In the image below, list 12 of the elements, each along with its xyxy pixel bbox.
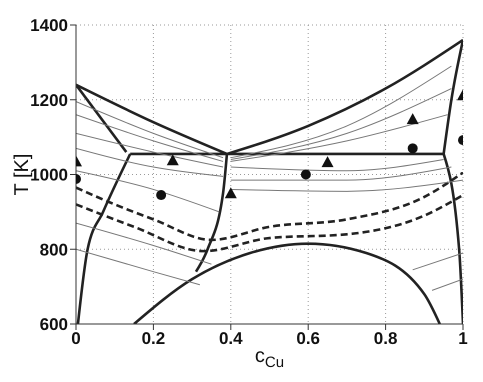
x-tick-label: 0.2 [142,329,166,348]
y-tick-label: 800 [40,240,68,260]
y-tick-label: 1200 [30,90,68,110]
x-tick-label: 0.6 [296,329,320,348]
x-tick-label: 1 [458,329,468,348]
x-axis-title: c$_{Cu}$ [254,345,284,370]
y-tick-label: 1400 [30,16,68,36]
x-tick-label: 0 [71,329,81,348]
x-tick-label: 0.8 [374,329,398,348]
y-tick-label: 600 [40,315,68,334]
y-tick-label: 1000 [30,166,68,185]
x-tick-label: 0.4 [218,329,244,348]
